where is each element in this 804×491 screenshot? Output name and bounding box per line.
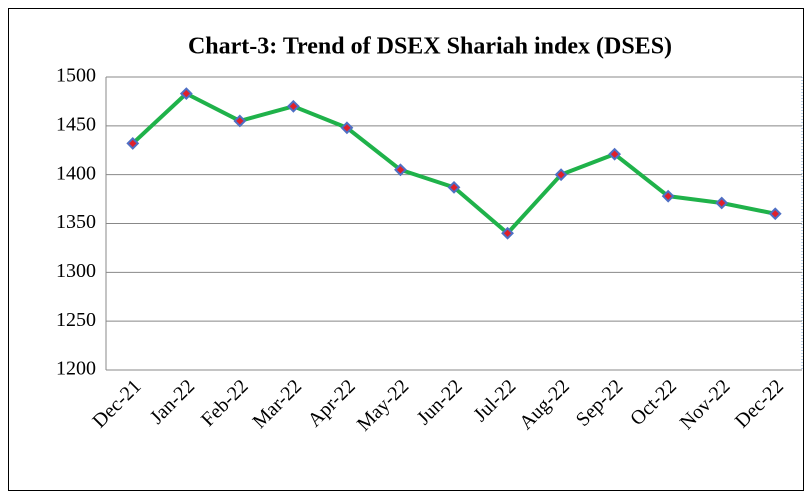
marker <box>554 168 568 182</box>
marker <box>394 163 407 177</box>
marker <box>126 136 140 150</box>
x-tick-label: Aug-22 <box>515 375 574 434</box>
x-tick-label: Jun-22 <box>413 375 467 429</box>
x-tick-label: Sep-22 <box>572 375 628 431</box>
y-tick-label: 1350 <box>56 211 96 233</box>
chart-title: Chart-3: Trend of DSEX Shariah index (DS… <box>188 34 672 60</box>
marker <box>286 99 300 113</box>
x-tick-label: Nov-22 <box>676 375 735 434</box>
y-tick-label: 1400 <box>56 162 96 184</box>
y-tick-label: 1500 <box>56 65 96 87</box>
marker <box>608 147 622 161</box>
x-tick-label: Dec-22 <box>731 375 788 432</box>
x-tick-label: Jan-22 <box>146 375 199 428</box>
marker <box>501 226 514 240</box>
y-tick-label: 1450 <box>56 113 96 135</box>
marker <box>661 189 675 203</box>
marker <box>768 207 782 221</box>
marker <box>447 180 461 194</box>
marker <box>179 87 193 101</box>
marker <box>715 196 729 210</box>
x-tick-label: May-22 <box>353 375 413 435</box>
marker <box>340 121 354 135</box>
x-tick-label: Feb-22 <box>197 375 253 431</box>
y-tick-label: 1200 <box>56 358 96 380</box>
x-tick-label: Oct-22 <box>626 375 681 430</box>
x-tick-label: Jul-22 <box>469 375 520 426</box>
x-tick-label: Dec-21 <box>88 375 145 432</box>
y-tick-label: 1300 <box>56 260 96 282</box>
line <box>131 91 776 236</box>
marker <box>233 114 247 128</box>
x-tick-label: Apr-22 <box>304 375 360 431</box>
y-tick-label: 1250 <box>56 309 96 331</box>
x-tick-label: Mar-22 <box>248 375 306 433</box>
